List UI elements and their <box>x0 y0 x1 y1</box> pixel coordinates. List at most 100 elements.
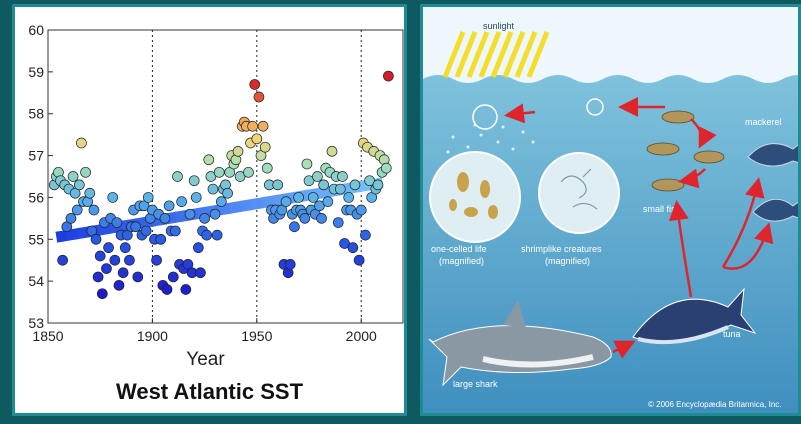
data-point <box>80 166 91 178</box>
x-axis-title: Year <box>186 349 225 370</box>
shrimp-icon <box>560 168 598 210</box>
sunlight-rays-icon <box>442 31 550 78</box>
data-point <box>339 238 350 249</box>
diatoms-icon <box>449 172 498 219</box>
data-point <box>316 213 327 224</box>
trend-line-segment <box>55 229 69 243</box>
data-point <box>172 171 183 182</box>
data-point <box>132 271 144 283</box>
y-tick-label: 60 <box>28 22 44 38</box>
data-point <box>161 284 173 295</box>
data-point <box>312 171 323 182</box>
data-point <box>119 242 131 254</box>
y-tick-label: 58 <box>28 106 44 122</box>
y-tick-label: 53 <box>28 315 44 331</box>
food-chain-diagram: sunlight one-celled life (magnified) shr… <box>423 7 798 413</box>
data-point <box>353 254 365 266</box>
data-point <box>257 120 269 132</box>
data-point <box>57 254 68 266</box>
data-point <box>90 233 102 245</box>
shrimp-zoom-icon <box>586 98 604 116</box>
data-point <box>170 225 181 237</box>
trend-line-segment <box>98 222 113 236</box>
data-point <box>199 213 210 224</box>
label-shrimplike: shrimplike creatures <box>521 244 602 254</box>
data-point <box>176 196 187 207</box>
data-point <box>111 217 123 228</box>
trend-line-segment <box>240 199 254 212</box>
x-tick-label: 1900 <box>137 328 168 344</box>
x-tick-label: 1950 <box>241 328 272 344</box>
sky <box>423 7 798 82</box>
data-point <box>222 187 233 199</box>
trend-line-segment <box>261 195 275 209</box>
label-small-fish: small fish <box>643 204 681 214</box>
data-point <box>364 175 375 187</box>
data-point <box>259 141 271 153</box>
data-point <box>349 179 361 191</box>
data-point <box>101 263 112 274</box>
data-point <box>289 221 300 233</box>
data-point <box>215 196 227 207</box>
data-point <box>284 259 296 270</box>
data-point <box>122 229 133 241</box>
data-point <box>113 279 125 291</box>
data-point <box>73 179 85 191</box>
food-chain-arrows <box>504 97 774 359</box>
data-point <box>251 133 263 145</box>
data-point <box>124 254 135 266</box>
data-point <box>167 271 179 283</box>
label-tuna: tuna <box>723 329 741 339</box>
sst-chart-panel: 1850 1900 1950 2000 53 54 55 56 57 58 59 60 Year Wes… <box>12 4 407 416</box>
data-point <box>307 192 319 203</box>
data-point <box>130 221 142 233</box>
data-point <box>360 229 371 241</box>
data-point <box>272 179 284 191</box>
data-point <box>343 192 355 203</box>
data-point <box>255 150 267 161</box>
data-point <box>347 242 359 254</box>
data-point <box>151 254 162 266</box>
trend-line-segment <box>66 228 80 241</box>
y-tick-label: 57 <box>28 148 44 164</box>
data-point <box>261 162 273 174</box>
data-point <box>276 204 288 216</box>
data-point <box>209 208 221 220</box>
data-point <box>299 213 311 224</box>
large-shark-icon <box>428 300 612 387</box>
small-fish-icon <box>646 110 725 192</box>
data-point <box>155 233 167 245</box>
data-point <box>318 179 329 191</box>
trend-line-segment <box>250 197 265 210</box>
data-point <box>203 154 215 166</box>
data-point <box>109 254 121 266</box>
x-tick-label: 1850 <box>32 328 63 344</box>
data-point <box>107 192 119 203</box>
y-tick-label: 55 <box>28 231 44 247</box>
food-chain-panel: sunlight one-celled life (magnified) shr… <box>420 4 801 416</box>
data-point <box>326 146 338 157</box>
data-point <box>182 259 194 270</box>
data-point <box>366 192 378 203</box>
data-point <box>180 284 192 295</box>
data-point <box>380 162 392 174</box>
data-point <box>280 196 292 207</box>
one-celled-life-magnified <box>429 151 521 243</box>
label-one-celled-life: one-celled life <box>431 244 487 254</box>
data-point <box>207 183 219 195</box>
data-point <box>201 229 213 241</box>
data-point <box>211 229 223 241</box>
data-point <box>303 175 315 187</box>
data-point <box>163 200 175 212</box>
plankton-zoom-icon <box>472 104 498 130</box>
data-point <box>195 267 206 279</box>
data-point <box>322 196 334 207</box>
data-point <box>94 250 106 262</box>
shrimplike-creatures-magnified <box>538 152 620 234</box>
data-point <box>84 187 96 199</box>
label-shrimplike-sub: (magnified) <box>545 256 590 266</box>
data-point <box>142 192 154 203</box>
data-point <box>355 204 367 216</box>
data-point <box>96 288 108 300</box>
data-point <box>184 208 196 220</box>
